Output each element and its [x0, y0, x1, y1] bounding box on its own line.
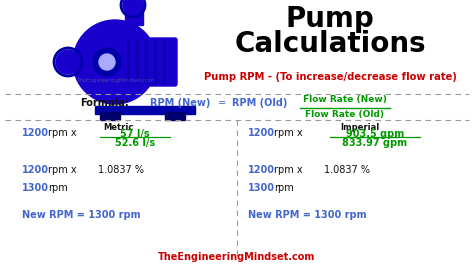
FancyBboxPatch shape — [125, 3, 143, 25]
Text: 1200: 1200 — [22, 165, 49, 175]
Text: Pump RPM - (To increase/decrease flow rate): Pump RPM - (To increase/decrease flow ra… — [203, 72, 456, 82]
Bar — [95, 106, 195, 114]
Text: rpm x: rpm x — [274, 165, 302, 175]
Bar — [100, 112, 120, 120]
Text: Flow Rate (Old): Flow Rate (Old) — [306, 110, 384, 119]
Text: 1.0837 %: 1.0837 % — [324, 165, 370, 175]
Text: 1200: 1200 — [248, 165, 275, 175]
Bar — [163, 40, 165, 84]
Text: 1300: 1300 — [22, 183, 49, 193]
Text: Flow Rate (New): Flow Rate (New) — [303, 95, 387, 104]
Text: rpm x: rpm x — [48, 165, 77, 175]
Text: 1200: 1200 — [248, 128, 275, 138]
Text: TheEngineeringMindset.com: TheEngineeringMindset.com — [76, 78, 154, 83]
Text: Formula:: Formula: — [81, 98, 129, 108]
Text: 1.0837 %: 1.0837 % — [98, 165, 144, 175]
Text: Imperial: Imperial — [340, 123, 380, 132]
Circle shape — [93, 48, 121, 76]
Circle shape — [99, 54, 115, 70]
Text: RPM (Old): RPM (Old) — [232, 98, 288, 108]
Text: =: = — [218, 98, 226, 108]
Text: 903.5 gpm: 903.5 gpm — [346, 129, 404, 139]
Text: rpm x: rpm x — [48, 128, 77, 138]
Text: Pump: Pump — [286, 5, 374, 33]
Text: 1200: 1200 — [22, 128, 49, 138]
FancyBboxPatch shape — [118, 38, 177, 86]
Text: 57 l/s: 57 l/s — [120, 129, 150, 139]
Text: rpm: rpm — [48, 183, 68, 193]
Text: Metric: Metric — [103, 123, 133, 132]
Circle shape — [73, 20, 157, 104]
Text: New RPM = 1300 rpm: New RPM = 1300 rpm — [248, 210, 366, 220]
Text: TheEngineeringMindset.com: TheEngineeringMindset.com — [158, 252, 316, 262]
Circle shape — [56, 50, 80, 74]
Text: 1300: 1300 — [248, 183, 275, 193]
Text: RPM (New): RPM (New) — [150, 98, 210, 108]
Text: New RPM = 1300 rpm: New RPM = 1300 rpm — [22, 210, 141, 220]
Bar — [127, 40, 129, 84]
Text: rpm: rpm — [274, 183, 294, 193]
Bar — [165, 112, 185, 120]
Bar — [136, 40, 138, 84]
Text: 52.6 l/s: 52.6 l/s — [115, 138, 155, 148]
Bar — [145, 40, 147, 84]
Circle shape — [123, 0, 143, 15]
Bar — [154, 40, 156, 84]
Text: Calculations: Calculations — [234, 30, 426, 58]
Text: rpm x: rpm x — [274, 128, 302, 138]
Text: 833.97 gpm: 833.97 gpm — [342, 138, 408, 148]
